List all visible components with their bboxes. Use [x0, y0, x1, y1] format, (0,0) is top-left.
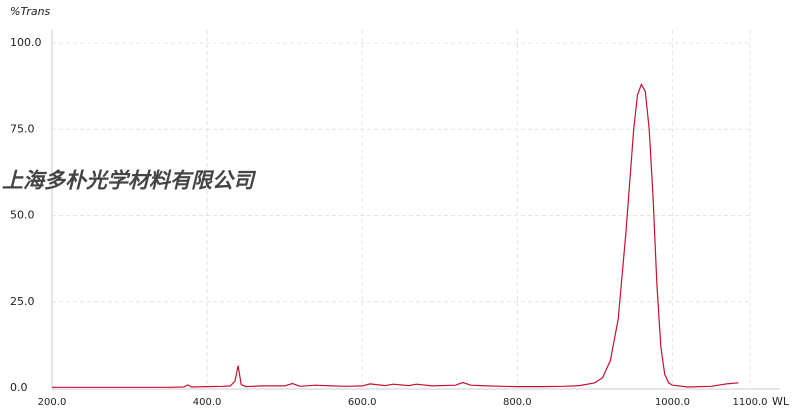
x-tick-label: 800.0 — [503, 397, 532, 408]
y-tick-label: 25.0 — [10, 295, 35, 308]
watermark: 上海多朴光学材料有限公司 — [2, 168, 257, 193]
y-tick-label: 100.0 — [10, 36, 42, 49]
x-tick-label: 400.0 — [193, 397, 222, 408]
y-tick-label: 50.0 — [10, 209, 35, 222]
x-tick-label: 1000.0 — [655, 397, 690, 408]
y-tick-label: 75.0 — [10, 122, 35, 135]
y-axis-label: %Trans — [10, 5, 51, 18]
x-axis-label: WL — [772, 395, 790, 408]
x-tick-label: 600.0 — [348, 397, 377, 408]
y-tick-label: 0.0 — [10, 381, 28, 394]
spectrum-line — [52, 82, 739, 388]
x-tick-label: 200.0 — [38, 397, 67, 408]
x-tick-label: 1100.0 — [733, 397, 768, 408]
